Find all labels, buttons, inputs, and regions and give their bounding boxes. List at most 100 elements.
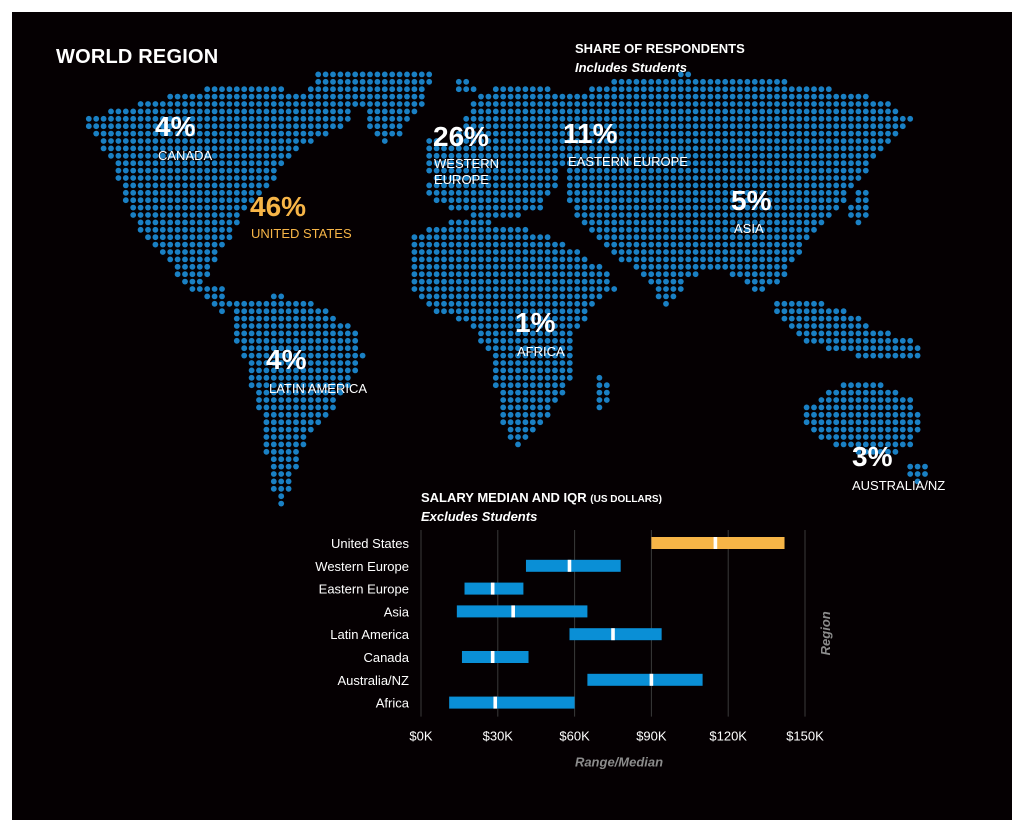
map-dot	[544, 249, 551, 255]
map-dot	[774, 93, 780, 100]
map-dot	[270, 471, 277, 477]
map-dot	[270, 315, 277, 322]
map-dot	[256, 167, 262, 174]
map-dot	[337, 360, 344, 366]
map-dot	[655, 271, 662, 278]
map-dot	[707, 256, 714, 263]
map-dot	[433, 234, 440, 241]
map-dot	[855, 448, 862, 455]
map-dot	[603, 397, 610, 403]
map-dot	[877, 138, 884, 144]
map-dot	[803, 308, 810, 315]
map-dot	[877, 441, 884, 448]
map-dot	[344, 101, 351, 107]
map-dot	[152, 241, 159, 248]
map-dot	[204, 182, 211, 189]
map-dot	[196, 256, 203, 263]
map-dot	[330, 374, 336, 381]
map-dot	[189, 93, 196, 100]
map-dot	[159, 123, 166, 130]
map-dot	[307, 382, 314, 389]
map-dot	[685, 86, 692, 93]
map-dot	[182, 115, 188, 122]
map-dot	[300, 138, 307, 144]
map-dot	[552, 293, 558, 300]
map-dot	[315, 352, 322, 359]
map-dot	[685, 241, 692, 248]
map-dot	[581, 108, 588, 115]
map-dot	[248, 167, 255, 174]
map-dot	[485, 182, 492, 189]
map-dot	[566, 360, 573, 366]
map-dot	[500, 293, 507, 300]
map-dot	[463, 152, 470, 159]
map-dot	[307, 101, 314, 107]
map-dot	[278, 478, 285, 485]
map-dot	[433, 145, 440, 152]
map-dot	[825, 115, 832, 122]
map-dot	[663, 167, 669, 174]
map-dot	[248, 86, 255, 93]
map-dot	[907, 434, 914, 440]
map-dot	[293, 345, 299, 352]
map-dot	[189, 234, 196, 241]
map-dot	[470, 115, 477, 122]
map-dot	[796, 241, 803, 248]
map-dot	[337, 382, 344, 389]
map-dot	[692, 219, 699, 226]
map-dot	[507, 352, 514, 359]
map-dot	[159, 219, 166, 226]
map-dot	[848, 145, 854, 152]
map-dot	[396, 93, 403, 100]
map-dot	[626, 130, 632, 137]
map-dot	[566, 263, 573, 270]
map-dot	[848, 212, 854, 218]
map-dot	[189, 219, 196, 226]
map-dot	[825, 189, 832, 196]
map-dot	[663, 138, 669, 144]
map-dot	[470, 138, 477, 144]
map-dot	[648, 226, 655, 233]
map-dot	[707, 152, 714, 159]
map-dot	[603, 278, 610, 285]
map-dot	[744, 234, 751, 241]
map-dot	[159, 189, 166, 196]
map-dot	[552, 249, 558, 255]
map-dot	[507, 367, 514, 374]
map-dot	[204, 115, 211, 122]
map-dot	[737, 101, 743, 107]
map-dot	[270, 345, 277, 352]
map-dot	[870, 441, 877, 448]
map-dot	[848, 419, 854, 426]
map-dot	[677, 204, 684, 211]
map-dot	[270, 101, 277, 107]
map-dot	[559, 286, 566, 292]
map-dot	[226, 204, 233, 211]
united-states-label: UNITED STATES	[251, 226, 352, 241]
map-dot	[315, 123, 322, 130]
map-dot	[885, 345, 891, 352]
map-dot	[648, 78, 655, 85]
map-dot	[655, 212, 662, 218]
map-dot	[396, 123, 403, 130]
map-dot	[796, 249, 803, 255]
map-dot	[293, 138, 299, 144]
map-dot	[870, 101, 877, 107]
map-dot	[529, 108, 536, 115]
map-dot	[759, 160, 766, 167]
map-dot	[322, 78, 329, 85]
map-dot	[788, 300, 795, 307]
map-dot	[130, 115, 137, 122]
map-dot	[522, 293, 529, 300]
map-dot	[322, 330, 329, 337]
map-dot	[426, 241, 433, 248]
world-dot-map	[85, 71, 928, 507]
map-dot	[885, 434, 891, 440]
map-dot	[322, 86, 329, 93]
map-dot	[529, 426, 536, 433]
map-dot	[677, 263, 684, 270]
map-dot	[293, 404, 299, 411]
map-dot	[766, 226, 773, 233]
map-dot	[411, 241, 418, 248]
map-dot	[648, 219, 655, 226]
